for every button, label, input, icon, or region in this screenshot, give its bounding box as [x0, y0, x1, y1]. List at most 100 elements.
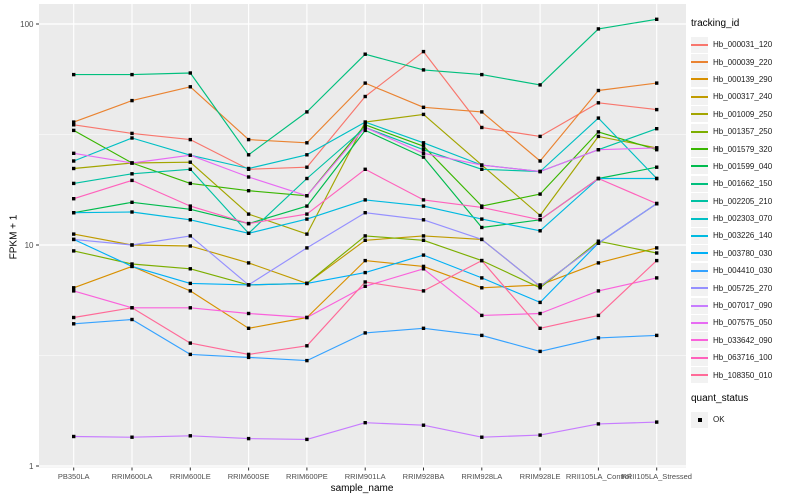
data-point [538, 229, 542, 233]
legend-key-line-icon [691, 314, 708, 331]
data-point [538, 169, 542, 174]
data-point [130, 200, 134, 204]
x-tick-label: RRIM928LE [520, 472, 561, 481]
legend-key-line-icon [691, 88, 708, 105]
data-point [72, 434, 76, 439]
data-point [363, 94, 367, 99]
panel-background [39, 4, 686, 468]
data-point [538, 284, 542, 288]
data-point [72, 128, 76, 133]
data-point [480, 167, 484, 171]
legend-key-line-icon [691, 349, 708, 366]
data-point [596, 241, 601, 245]
data-point [421, 155, 426, 159]
legend-key-line-icon [691, 262, 708, 279]
data-point [72, 123, 76, 127]
y-tick-label: 100 [20, 20, 34, 29]
legend-item-label: Hb_001357_250 [713, 127, 773, 137]
data-point [480, 333, 484, 338]
legend-key-line-icon [691, 280, 708, 297]
data-point [188, 341, 192, 345]
data-point [305, 212, 309, 216]
data-point [188, 137, 192, 142]
data-point [655, 17, 659, 21]
data-point [655, 276, 659, 280]
legend-item: Hb_000139_290 [691, 71, 799, 88]
data-point [363, 198, 367, 202]
legend-quant-status: quant_status OK [691, 393, 799, 428]
x-tick-label: RRIM928LA [461, 472, 502, 481]
legend: tracking_id Hb_000031_120 Hb_000039_220 Hb… [691, 18, 799, 428]
data-point [246, 221, 251, 226]
data-point [246, 352, 251, 357]
data-point [655, 251, 659, 255]
data-point [246, 311, 251, 316]
x-tick-labels: PB350LA RRIM600LA RRIM600LE RRIM600SE RRIM60… [58, 472, 692, 481]
data-point [72, 181, 76, 186]
legend-item-label: Hb_001579_320 [713, 144, 773, 154]
legend-item: Hb_005725_270 [691, 279, 799, 297]
data-point [130, 317, 134, 322]
x-tick-label: RRIM600LE [170, 472, 211, 481]
data-point [188, 434, 192, 438]
y-axis-title: FPKM + 1 [8, 214, 20, 260]
legend-key-line-icon [691, 193, 708, 210]
y-tick-labels: 100 10 1 [20, 20, 34, 471]
data-point [480, 217, 484, 221]
data-point [72, 72, 76, 77]
data-point [72, 166, 76, 171]
legend-item: Hb_004410_030 [691, 262, 799, 279]
legend-item: Hb_001009_250 [691, 106, 799, 123]
x-tick-label: RRII105LA_Control [566, 472, 631, 481]
data-point [72, 159, 76, 163]
data-point [421, 218, 426, 222]
legend-title-tracking-id: tracking_id [691, 18, 740, 29]
data-point [596, 134, 601, 139]
data-point [130, 435, 134, 439]
data-point [480, 205, 484, 210]
data-point [72, 120, 76, 124]
data-point [363, 270, 367, 275]
legend-key-line-icon [691, 332, 708, 349]
x-tick-label: RRIM600SE [228, 472, 270, 481]
legend-item-label: Hb_002303_070 [713, 214, 773, 224]
data-point [421, 234, 426, 238]
data-point [130, 178, 134, 183]
legend-item-label: Hb_000139_290 [713, 74, 773, 84]
data-point [130, 161, 134, 165]
data-point [363, 120, 367, 124]
data-point [538, 218, 542, 222]
data-point [538, 134, 542, 139]
legend-item: Hb_002205_210 [691, 193, 799, 210]
legend-item: Hb_000039_220 [691, 53, 799, 71]
data-point [655, 201, 659, 206]
data-point [655, 148, 659, 152]
data-point [363, 167, 367, 171]
data-point [246, 436, 251, 441]
data-point [480, 286, 484, 290]
data-point [188, 352, 192, 357]
data-point [305, 110, 309, 114]
data-point [655, 107, 659, 112]
legend-item-label: Hb_001009_250 [713, 109, 773, 119]
data-point [188, 234, 192, 238]
data-point [188, 85, 192, 89]
legend-item-label: Hb_001662_150 [713, 179, 773, 189]
legend-item: Hb_007017_090 [691, 297, 799, 314]
data-point [305, 344, 309, 348]
data-point [596, 336, 601, 340]
legend-item: Hb_033642_090 [691, 332, 799, 349]
legend-item: Hb_000031_120 [691, 36, 799, 53]
legend-item-label: Hb_004410_030 [713, 266, 773, 276]
data-point [305, 217, 309, 221]
data-point [72, 237, 76, 242]
x-tick-label: RRIM901LA [345, 472, 386, 481]
legend-item-label: Hb_007017_090 [713, 301, 773, 311]
data-point [246, 231, 251, 235]
data-point [188, 160, 192, 164]
x-tick-label: PB350LA [58, 472, 90, 481]
data-point [130, 210, 134, 214]
data-point [421, 141, 426, 145]
data-point [246, 153, 251, 157]
data-point [480, 237, 484, 242]
